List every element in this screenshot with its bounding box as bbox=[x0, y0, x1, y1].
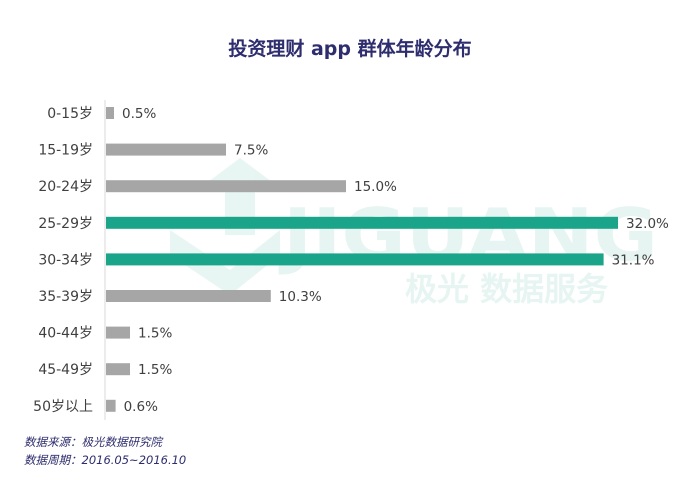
value-label: 15.0% bbox=[354, 179, 397, 195]
bar bbox=[106, 143, 226, 156]
bar bbox=[106, 326, 130, 339]
value-label: 10.3% bbox=[279, 289, 322, 305]
category-label: 20-24岁 bbox=[38, 179, 93, 195]
value-label: 32.0% bbox=[626, 216, 669, 232]
bar bbox=[106, 363, 130, 376]
value-label: 1.5% bbox=[138, 362, 172, 378]
bar bbox=[106, 290, 271, 302]
footnote-source: 数据来源：极光数据研究院 bbox=[24, 435, 162, 449]
bar bbox=[106, 253, 604, 266]
bar bbox=[106, 180, 346, 193]
category-label: 40-44岁 bbox=[38, 326, 93, 342]
bar bbox=[106, 399, 116, 412]
category-label: 35-39岁 bbox=[38, 289, 93, 305]
category-label: 30-34岁 bbox=[38, 252, 93, 268]
category-label: 15-19岁 bbox=[38, 143, 93, 159]
bar bbox=[106, 107, 114, 119]
bar bbox=[106, 216, 618, 229]
value-label: 1.5% bbox=[138, 326, 172, 342]
category-label: 25-29岁 bbox=[38, 216, 93, 232]
category-label: 0-15岁 bbox=[47, 106, 93, 122]
category-label: 45-49岁 bbox=[38, 362, 93, 378]
value-label: 31.1% bbox=[612, 252, 655, 268]
footnote-period: 数据周期：2016.05~2016.10 bbox=[24, 453, 187, 467]
value-label: 0.5% bbox=[122, 106, 156, 122]
value-label: 0.6% bbox=[124, 399, 158, 415]
chart-title: 投资理财 app 群体年龄分布 bbox=[228, 38, 472, 60]
category-label: 50岁以上 bbox=[33, 399, 93, 415]
value-label: 7.5% bbox=[234, 143, 268, 159]
